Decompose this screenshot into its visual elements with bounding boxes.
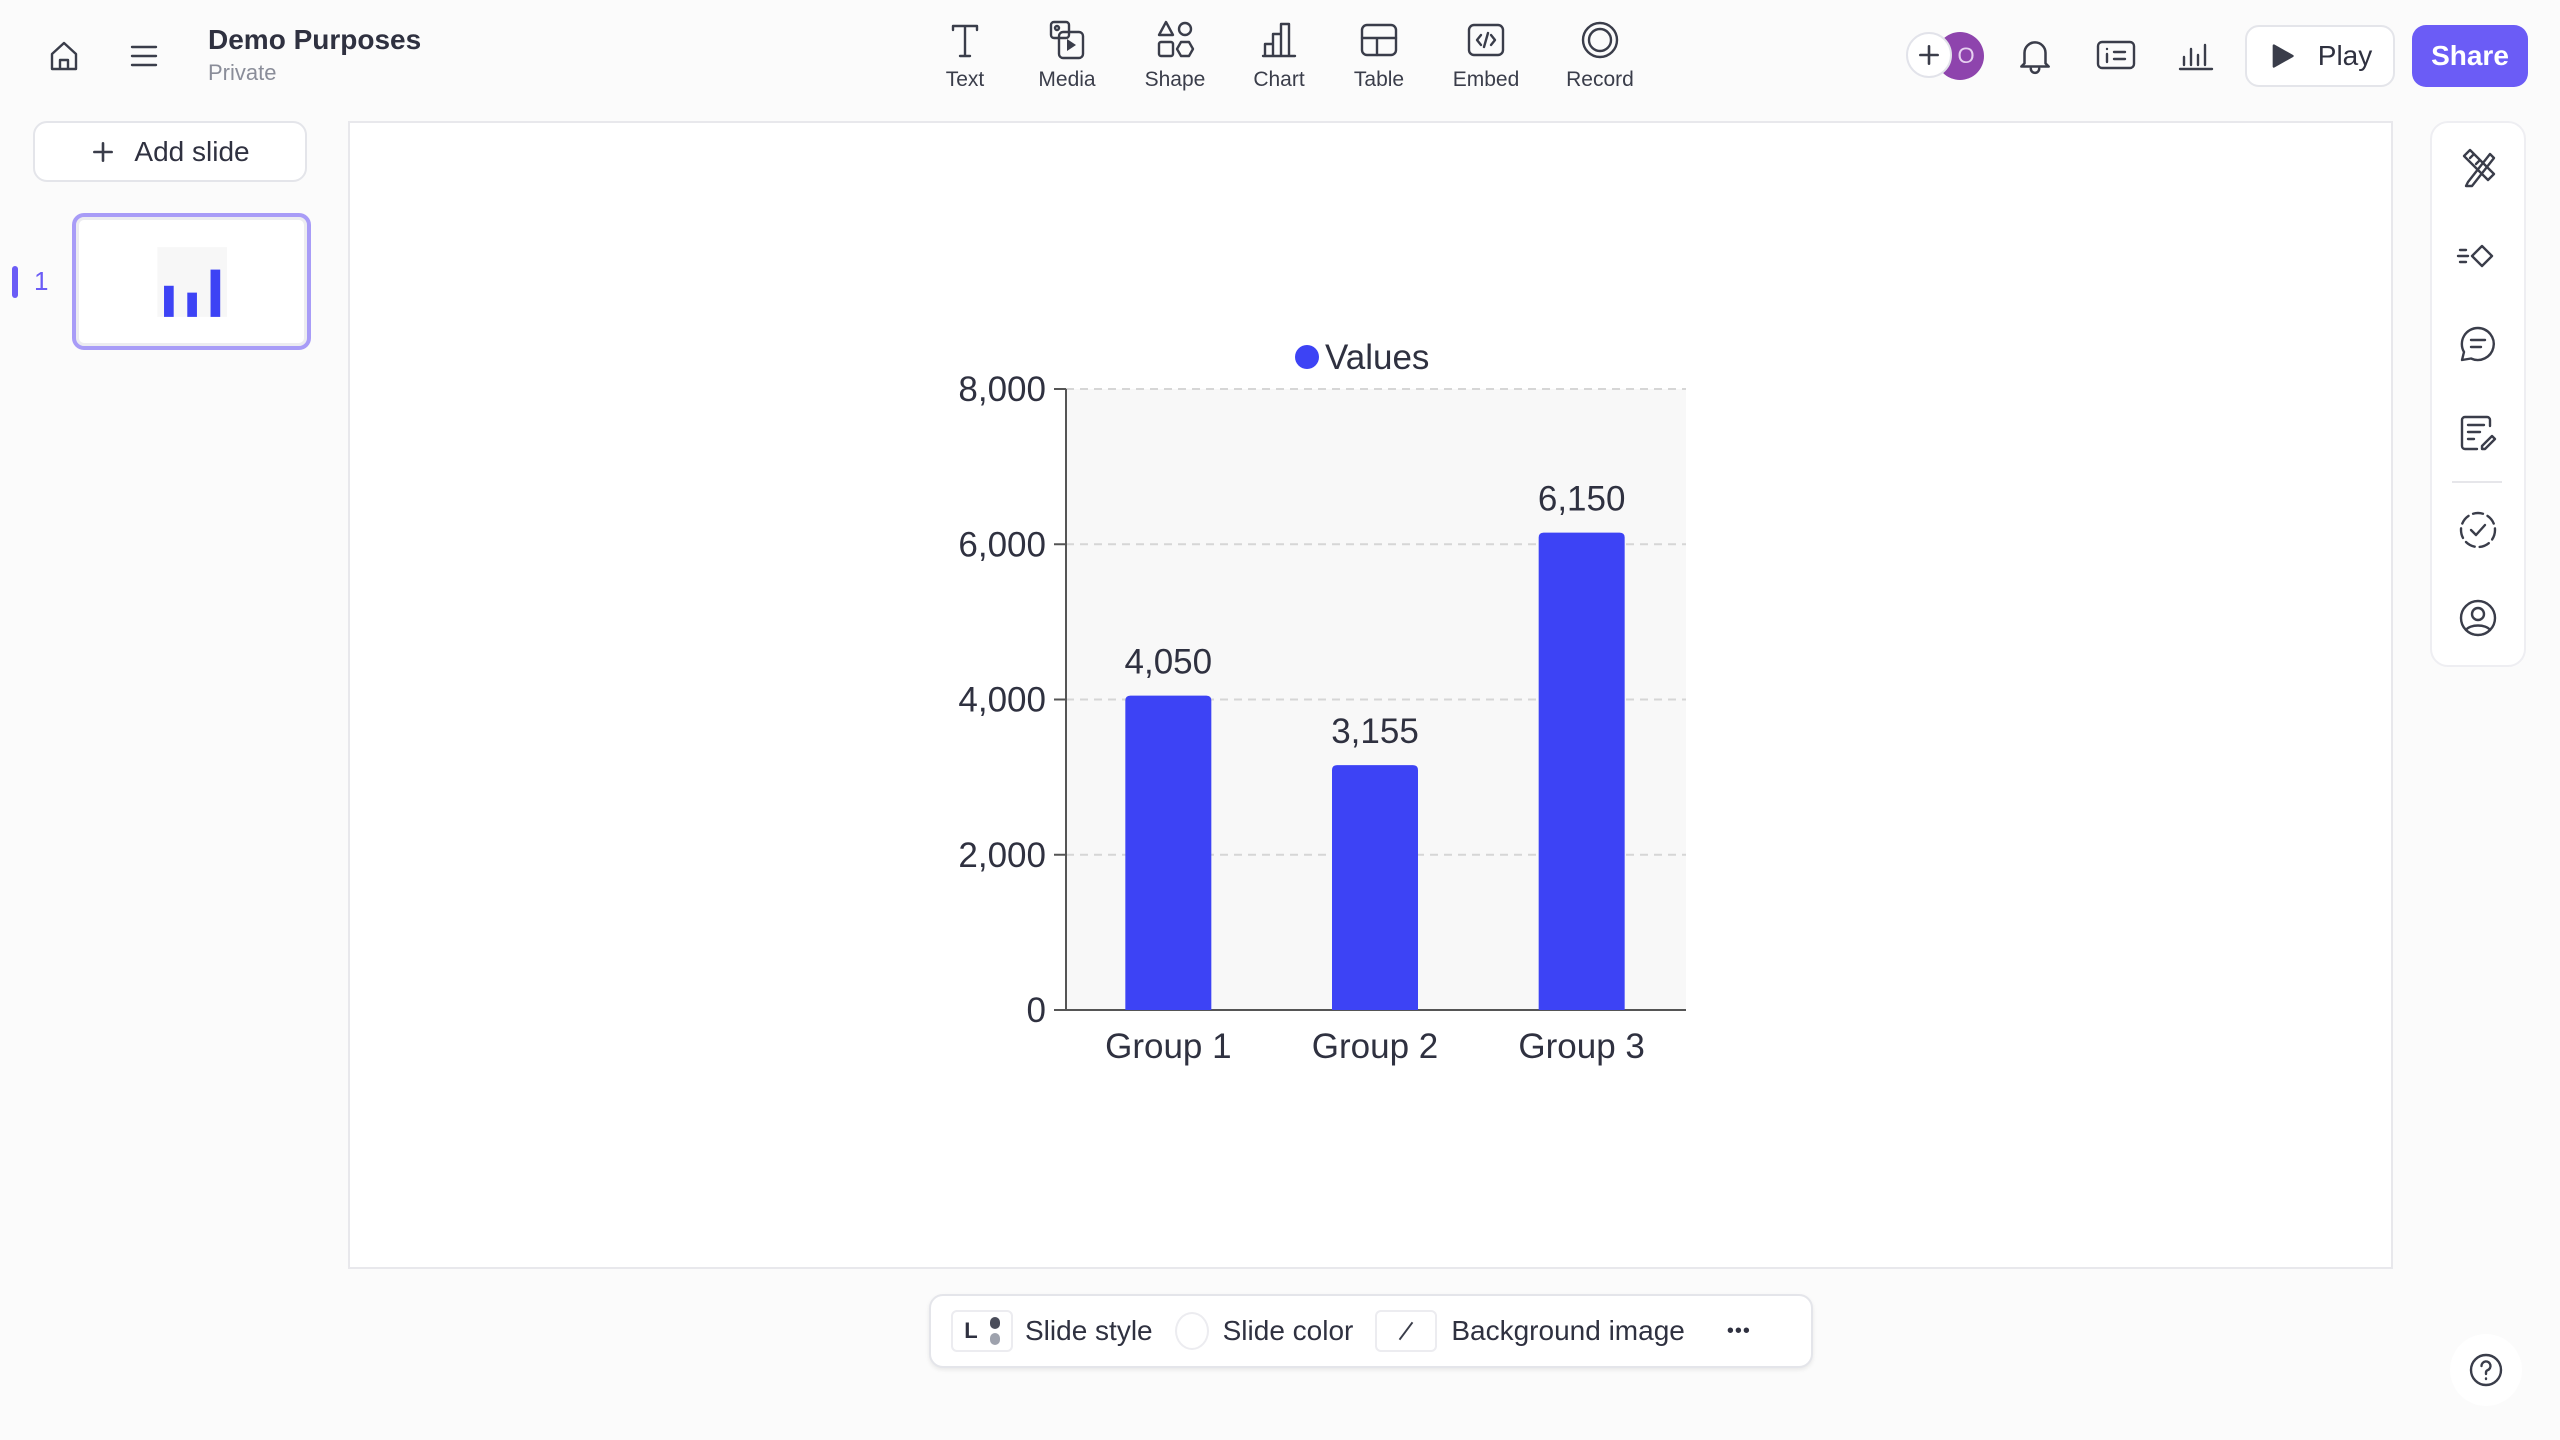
design-tools-icon [2462, 148, 2496, 188]
y-tick-label: 2,000 [958, 836, 1046, 875]
toolbar-text-button[interactable]: Text [920, 18, 1010, 92]
data-label: 6,150 [1538, 480, 1626, 519]
plus-icon [93, 141, 114, 162]
toolbar-record-button[interactable]: Record [1555, 18, 1645, 92]
info-card-icon [2096, 40, 2136, 70]
slide-color-button[interactable]: Slide color [1174, 1312, 1354, 1350]
slide-canvas[interactable]: 0 2,000 4,000 6,000 8,000 4,050 Group 1 3,155 Gr… [348, 121, 2393, 1269]
info-button[interactable] [2094, 34, 2138, 81]
toolbar-label: Embed [1452, 68, 1520, 91]
shape-icon [1157, 20, 1195, 58]
y-tick-label: 4,000 [958, 681, 1046, 720]
media-icon [1049, 20, 1085, 60]
hamburger-icon [130, 45, 158, 67]
presentation-title[interactable]: Demo Purposes [208, 24, 422, 55]
color-swatch-icon [1174, 1312, 1209, 1350]
slide-style-button[interactable]: L Slide style [951, 1310, 1153, 1352]
toolbar-label: Shape [1144, 68, 1206, 91]
menu-button[interactable] [124, 36, 164, 76]
toolbar-media-button[interactable]: Media [1022, 18, 1112, 92]
toolbar-label: Text [945, 68, 985, 91]
chart-icon [1261, 22, 1297, 58]
design-button[interactable] [2450, 140, 2506, 196]
slide-number: 1 [34, 266, 49, 296]
background-image-label: Background image [1451, 1315, 1685, 1346]
table-icon [1360, 23, 1398, 57]
toolbar-label: Record [1566, 68, 1634, 91]
legend-label: Values [1325, 338, 1429, 377]
data-label: 3,155 [1331, 712, 1419, 751]
notes-edit-icon [2460, 415, 2497, 451]
text-icon [951, 24, 979, 58]
bar [1538, 532, 1625, 1010]
animations-button[interactable] [2450, 228, 2506, 284]
slide-options-bar: L Slide style Slide color Background ima… [929, 1294, 1813, 1368]
toolbar-table-button[interactable]: Table [1334, 18, 1424, 92]
embed-icon [1467, 23, 1505, 57]
play-icon [2272, 44, 2294, 68]
home-button[interactable] [44, 36, 84, 76]
toolbar-embed-button[interactable]: Embed [1441, 18, 1531, 92]
background-image-button[interactable]: Background image [1375, 1310, 1685, 1352]
help-button[interactable] [2450, 1334, 2522, 1406]
help-icon [2469, 1353, 2503, 1387]
x-tick-label: Group 1 [1105, 1027, 1231, 1066]
toolbar-chart-button[interactable]: Chart [1234, 18, 1324, 92]
slide-style-label: Slide style [1025, 1315, 1153, 1346]
more-options-button[interactable]: ••• [1726, 1319, 1751, 1342]
bar-chart[interactable]: 0 2,000 4,000 6,000 8,000 4,050 Group 1 3,155 Gr… [348, 121, 2393, 1269]
share-button[interactable]: Share [2412, 25, 2528, 87]
user-circle-icon [2459, 599, 2497, 637]
panel-divider [2452, 481, 2502, 483]
comment-icon [2460, 326, 2495, 362]
avatar-initial: O [1957, 43, 1975, 68]
slide-style-icon: L [951, 1310, 1013, 1352]
no-image-icon [1375, 1310, 1438, 1352]
slide-thumbnail[interactable] [72, 213, 311, 350]
slide-color-label: Slide color [1222, 1315, 1354, 1346]
thumbnail-chart [157, 247, 227, 317]
add-slide-label: Add slide [134, 135, 250, 167]
toolbar-label: Table [1353, 68, 1405, 91]
bar [1332, 765, 1418, 1010]
y-tick-label: 0 [1027, 991, 1046, 1030]
notifications-button[interactable] [2014, 34, 2056, 81]
toolbar-label: Chart [1253, 68, 1305, 91]
x-tick-label: Group 2 [1312, 1027, 1438, 1066]
toolbar-label: Media [1038, 68, 1096, 91]
animation-icon [2456, 244, 2494, 268]
bar-chart-icon [2178, 43, 2214, 71]
right-panel [2430, 121, 2526, 667]
bell-icon [2020, 41, 2050, 75]
legend-marker [1295, 345, 1319, 369]
comments-button[interactable] [2450, 316, 2506, 372]
x-tick-label: Group 3 [1518, 1027, 1644, 1066]
toolbar-shape-button[interactable]: Shape [1130, 18, 1220, 92]
slide-active-indicator [12, 266, 18, 298]
home-icon [50, 41, 78, 71]
play-label: Play [2317, 40, 2373, 71]
record-icon [1581, 21, 1619, 59]
analytics-button[interactable] [2174, 34, 2218, 81]
plus-icon [1919, 45, 1939, 65]
add-collaborator-button[interactable] [1906, 32, 1952, 78]
y-tick-label: 6,000 [958, 525, 1046, 564]
data-label: 4,050 [1125, 643, 1213, 682]
add-slide-button[interactable]: Add slide [33, 121, 307, 182]
review-button[interactable] [2450, 502, 2506, 558]
bar [1125, 695, 1212, 1010]
y-tick-label: 8,000 [958, 370, 1046, 409]
notes-button[interactable] [2450, 404, 2506, 460]
visibility-label: Private [208, 60, 277, 85]
play-button[interactable]: Play [2245, 25, 2395, 87]
dashed-check-icon [2459, 511, 2497, 549]
profile-button[interactable] [2450, 590, 2506, 646]
